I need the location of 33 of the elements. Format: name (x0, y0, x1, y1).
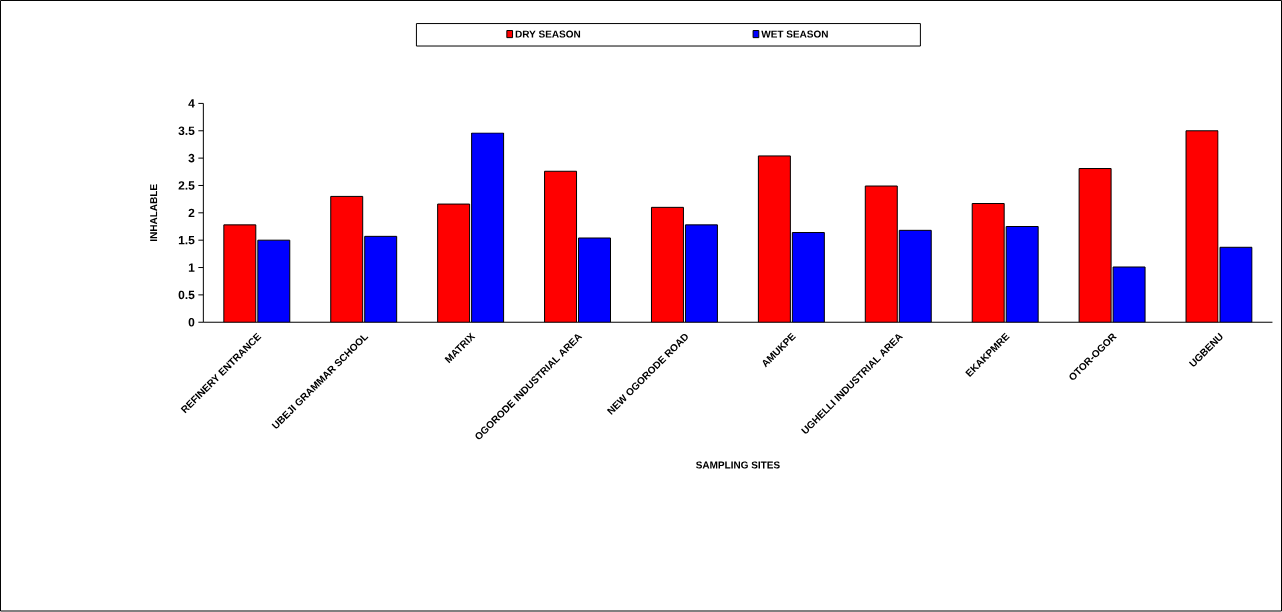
bar (758, 156, 791, 323)
y-axis-title: INHALABLE (150, 184, 158, 242)
y-tick-label: 0.5 (178, 290, 195, 300)
bar (972, 203, 1005, 323)
bar (257, 240, 290, 323)
bar (1079, 168, 1112, 323)
bar (1006, 226, 1039, 323)
bar (578, 238, 611, 323)
x-axis-title: SAMPLING SITES (695, 461, 780, 469)
bar (899, 230, 932, 323)
y-tick-label: 3.5 (178, 126, 195, 136)
bar (544, 171, 577, 323)
bar (471, 133, 504, 323)
y-tick-label: 4 (188, 99, 195, 108)
bar (437, 204, 470, 323)
bar (1219, 247, 1253, 323)
bar (1113, 267, 1146, 323)
legend-label: DRY SEASON (515, 30, 581, 38)
y-tick-label: 3 (188, 154, 195, 163)
bar (223, 225, 256, 323)
bar (651, 207, 684, 323)
bar (330, 196, 363, 323)
y-tick-label: 1 (188, 263, 195, 272)
y-tick-label: 0 (188, 318, 195, 327)
bar (364, 236, 397, 323)
bar (685, 225, 718, 323)
y-tick-label: 2 (188, 208, 195, 218)
y-tick-label: 1.5 (178, 236, 195, 245)
legend-label: WET SEASON (761, 30, 828, 38)
y-tick-label: 2.5 (178, 181, 195, 190)
bar (792, 232, 825, 323)
bar (865, 186, 898, 323)
bar (1185, 130, 1219, 323)
